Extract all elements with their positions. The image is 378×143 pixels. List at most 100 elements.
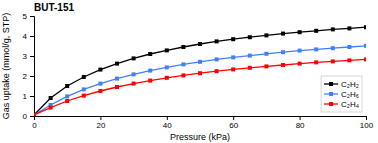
legend: C₂H₂C₂H₆C₂H₄	[321, 76, 362, 112]
marker	[82, 75, 86, 79]
marker	[98, 68, 102, 72]
x-tick-label: 100	[360, 121, 374, 130]
chart: 020406080100012345BUT-151Pressure (kPa)G…	[0, 0, 378, 143]
y-tick: 5	[23, 12, 34, 21]
x-tick: 20	[96, 116, 105, 130]
y-tick-mark	[30, 16, 34, 17]
x-axis-line	[35, 117, 367, 121]
marker	[148, 52, 152, 56]
y-tick: 4	[23, 32, 34, 41]
legend-frame	[321, 76, 362, 112]
marker	[331, 59, 335, 63]
marker	[298, 49, 302, 53]
marker	[198, 42, 202, 46]
marker	[165, 48, 169, 52]
marker	[148, 79, 152, 83]
marker	[132, 72, 136, 76]
marker	[314, 47, 318, 51]
marker	[231, 37, 235, 41]
y-tick: 2	[23, 72, 34, 81]
x-tick-mark	[366, 116, 367, 120]
marker	[165, 65, 169, 69]
marker	[248, 66, 252, 70]
marker	[314, 29, 318, 33]
x-tick-mark	[233, 116, 234, 120]
marker	[181, 73, 185, 77]
marker	[215, 39, 219, 43]
plot-area	[34, 25, 366, 116]
marker	[281, 50, 285, 54]
x-tick: 40	[163, 116, 172, 130]
marker	[65, 84, 69, 88]
legend-marker	[329, 82, 333, 86]
legend-item: C₂H₆	[324, 90, 359, 99]
marker	[65, 99, 69, 103]
legend-label: C₂H₆	[341, 90, 359, 99]
marker	[98, 89, 102, 93]
marker	[165, 76, 169, 80]
marker	[198, 71, 202, 75]
series-markers	[34, 44, 366, 116]
marker	[49, 106, 53, 110]
y-tick-label: 1	[23, 92, 28, 101]
marker	[347, 58, 351, 62]
x-tick-mark	[167, 116, 168, 120]
marker	[281, 63, 285, 67]
marker	[331, 46, 335, 50]
x-tick-label: 80	[296, 121, 305, 130]
title: BUT-151	[34, 2, 74, 13]
marker	[34, 113, 36, 116]
legend-label: C₂H₄	[341, 100, 359, 109]
marker	[281, 32, 285, 36]
x-tick-mark	[100, 116, 101, 120]
y-axis: 0 1 2 3 4 5	[23, 12, 35, 121]
marker	[314, 60, 318, 64]
marker	[248, 54, 252, 58]
x-tick-label: 60	[229, 121, 238, 130]
x-tick-mark	[300, 116, 301, 120]
marker	[347, 26, 351, 30]
legend-marker	[329, 92, 333, 96]
marker	[148, 69, 152, 73]
marker	[115, 77, 119, 81]
marker	[82, 87, 86, 91]
series-line	[34, 27, 366, 115]
y-tick-label: 4	[23, 32, 28, 41]
legend-item: C₂H₄	[324, 100, 359, 109]
marker	[331, 27, 335, 31]
marker	[364, 25, 366, 29]
marker	[364, 44, 366, 48]
y-tick-label: 2	[23, 72, 28, 81]
y-tick-mark	[30, 76, 34, 77]
y-tick: 1	[23, 92, 34, 101]
marker	[181, 62, 185, 66]
y-axis-title: Gas uptake (mmol/g, STP)	[1, 13, 11, 120]
legend-item: C₂H₂	[324, 80, 359, 89]
y-tick-label: 0	[23, 112, 28, 121]
series-markers	[34, 57, 366, 116]
marker	[65, 94, 69, 98]
y-tick-mark	[30, 56, 34, 57]
marker	[298, 30, 302, 34]
y-tick: 3	[23, 52, 34, 61]
marker	[132, 82, 136, 86]
marker	[82, 94, 86, 98]
marker	[49, 96, 53, 100]
marker	[264, 64, 268, 68]
marker	[132, 56, 136, 60]
marker	[264, 52, 268, 56]
marker	[248, 35, 252, 39]
y-tick-label: 5	[23, 12, 28, 21]
y-tick-mark	[30, 36, 34, 37]
y-tick-label: 3	[23, 52, 28, 61]
y-tick-mark	[30, 116, 34, 117]
series-markers	[34, 25, 366, 116]
marker	[215, 69, 219, 73]
marker	[298, 62, 302, 66]
marker	[115, 85, 119, 89]
x-tick-label: 20	[96, 121, 105, 130]
series-line	[34, 46, 366, 115]
y-tick-mark	[30, 96, 34, 97]
x-tick-label: 0	[32, 121, 37, 130]
series-line	[34, 59, 366, 115]
